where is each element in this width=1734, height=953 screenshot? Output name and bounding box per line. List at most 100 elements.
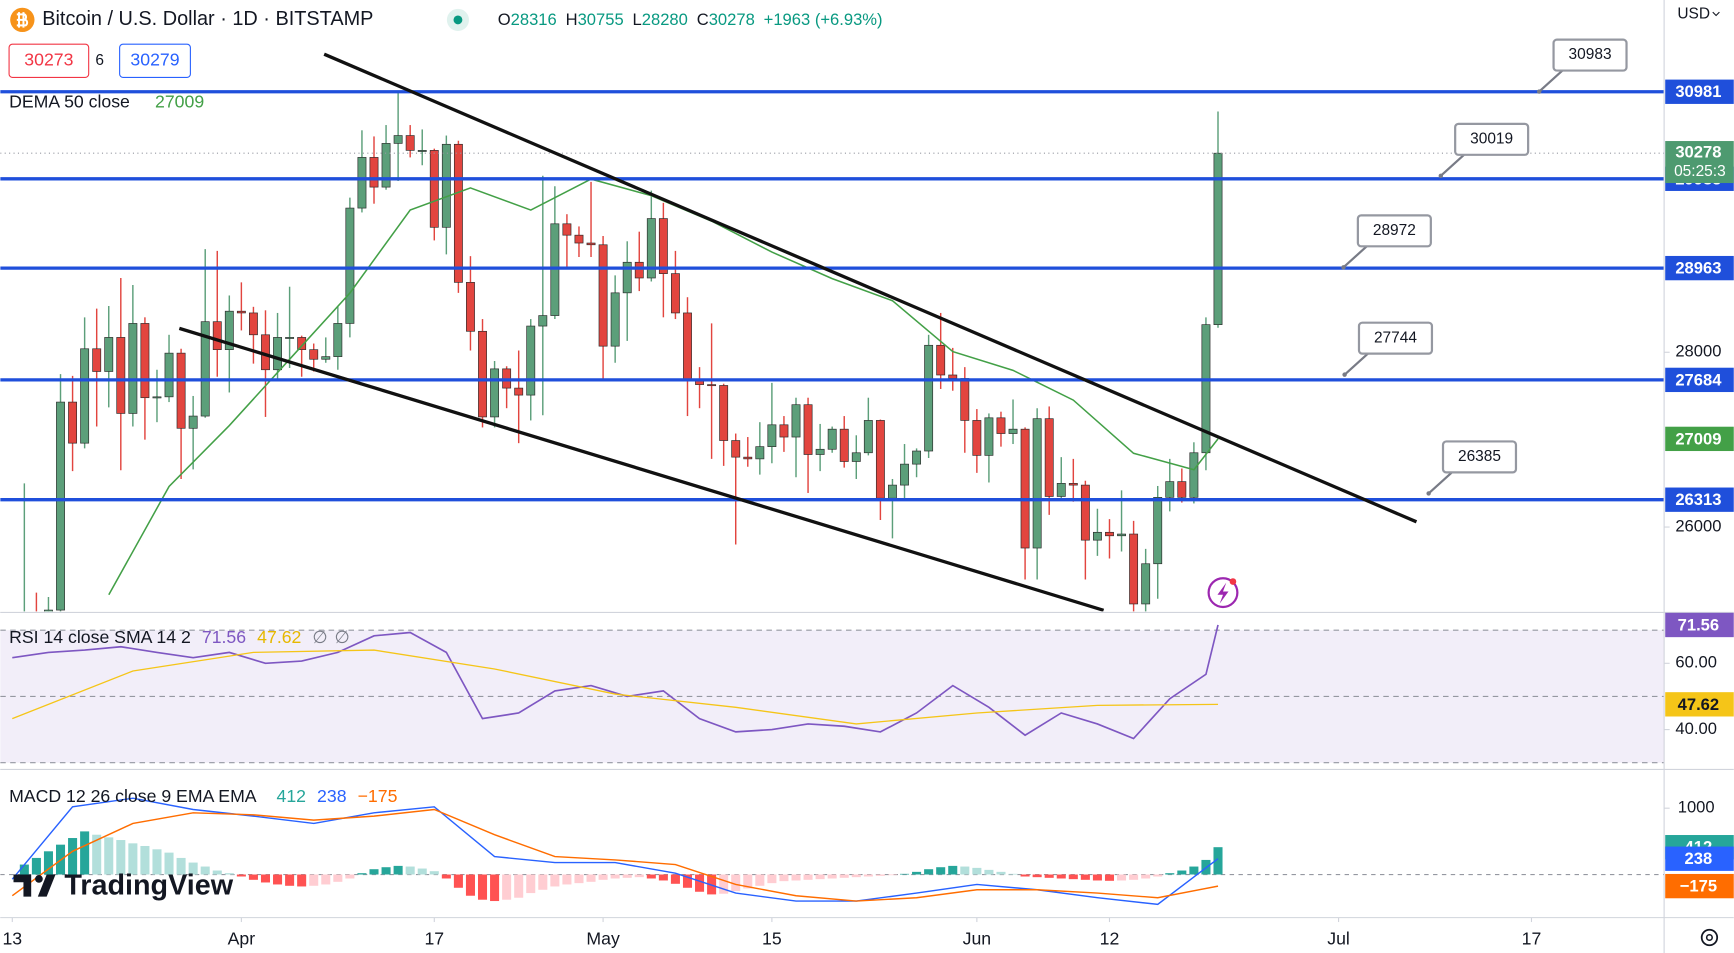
macd-histogram-bar [646,874,656,879]
price-axis: 3098129985289632768426313260002800030278… [1664,79,1734,899]
callout-box [1552,38,1628,72]
y-tick-label: 40.00 [1675,719,1717,738]
rsi-pane [0,624,1665,764]
callout-anchor [1342,372,1347,377]
candle-body [912,450,922,465]
candle-body [1068,483,1078,486]
macd-histogram-bar [743,874,753,889]
callout-pointer [1427,471,1453,495]
settings-icon[interactable] [1700,928,1719,947]
macd-histogram-bar [345,874,355,879]
level-price-box [1665,367,1734,393]
macd-histogram-bar [273,874,283,885]
callout-label: 30983 [1569,46,1612,63]
callout-pointer [1538,69,1564,93]
candle-body [200,321,210,417]
macd-histogram-bar [1189,866,1199,875]
candle-body [598,244,608,347]
levels [0,90,1665,502]
macd-histogram-bar [260,874,271,883]
callout-anchor [1341,265,1346,270]
macd-histogram-bar [574,874,584,884]
callout-label: 27744 [1374,329,1417,346]
candle-body [586,242,596,246]
level-price: 28963 [1675,259,1721,278]
alert-icon[interactable] [1207,577,1239,609]
sell-button[interactable] [8,43,90,78]
candle-body [92,348,102,372]
callout-pointer [1343,352,1369,376]
callout-box [1357,321,1434,355]
btc-icon-glyph [16,12,29,28]
macd-histogram-bar [128,843,138,875]
callout-label: 26385 [1458,448,1501,465]
status-dot [453,15,463,25]
last-price: 30278 [1675,143,1721,162]
macd-histogram-bar [164,852,174,875]
macd-line [11,808,1219,902]
x-tick-label: 13 [2,928,22,948]
macd-histogram-bar [1141,874,1151,879]
candle-body [538,315,548,327]
candle-body [1201,324,1211,454]
macd-histogram-bar [586,874,596,882]
macd-histogram-bar [984,869,994,875]
candle-body [68,401,78,444]
logo-mark [35,875,43,883]
candle-body [610,292,620,347]
macd-histogram-bar [1008,873,1018,875]
macd-histogram-bar [827,874,837,879]
level-price-box [1665,79,1734,104]
candle-body [236,310,246,314]
currency-label[interactable]: USD [1677,5,1710,22]
candle-body [140,323,150,399]
macd-histogram-bar [1129,874,1139,880]
candle-body [900,463,909,486]
symbol-title[interactable]: Bitcoin / U.S. Dollar · 1D · BITSTAMP [42,8,373,30]
trendline-upper[interactable] [323,52,1418,524]
candle-body [128,323,138,414]
candle-body [839,428,849,462]
candle-body [634,261,644,279]
macd-signal-value: −175 [358,786,398,806]
macd-price: 238 [1685,849,1713,868]
macd-histogram-bar [863,874,873,877]
macd-histogram-bar [502,874,512,900]
dema-legend-value: 27009 [155,91,204,111]
candle-body [345,207,355,324]
x-tick-label: Jul [1327,928,1350,948]
candle-body [984,417,994,456]
candle-body [429,150,439,228]
candle-body [1105,531,1114,537]
candle-body [1213,152,1223,325]
macd-histogram-bar [297,874,307,887]
macd-histogram-bar [309,874,319,886]
macd-histogram-bar [875,874,885,876]
macd-histogram-bar [357,873,367,875]
ohlc-value: 28316 [511,10,557,29]
callout-pointer [1342,245,1368,269]
macd-title: MACD 12 26 close 9 EMA EMA [9,786,257,806]
rsi-title: RSI 14 close SMA 14 2 [9,627,191,647]
macd-signal-price: −175 [1680,877,1717,896]
macd-histogram-bar [1044,874,1054,878]
bid-price: 30273 [24,49,73,69]
macd-histogram-bar [333,874,343,882]
macd-histogram-bar [1020,874,1030,877]
callout-box [1454,122,1530,156]
candle-body [924,344,934,452]
candle-body [960,378,970,421]
level-price: 27684 [1675,370,1722,389]
macd-histogram-bar [1080,874,1090,880]
candle-body [44,609,53,612]
logo-text: TradingView [64,869,233,901]
buy-button[interactable] [119,43,191,78]
macd-histogram-bar [1177,870,1187,875]
candle-body [767,424,777,447]
candle-body [671,273,680,314]
macd-histogram-bar [1092,874,1102,881]
rsi-extra: ∅ [334,627,349,647]
trendline-lower[interactable] [178,326,1105,612]
candle-body [1044,418,1054,497]
rsi-price-box [1665,612,1734,638]
